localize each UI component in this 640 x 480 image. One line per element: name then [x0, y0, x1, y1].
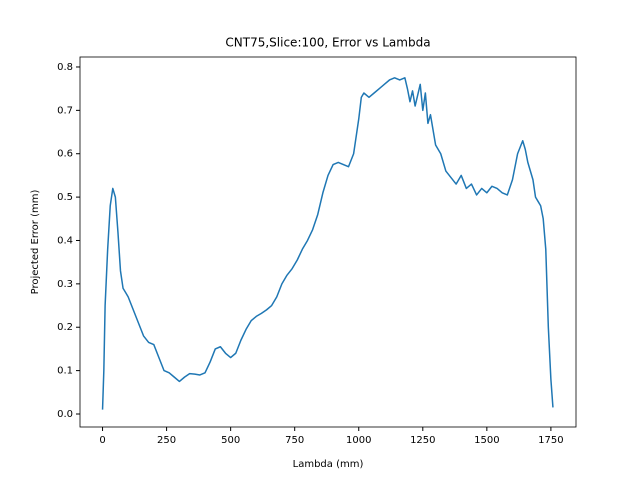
y-tick-label: 0.6 [57, 149, 73, 160]
x-tick-label: 1000 [346, 435, 371, 446]
y-tick-label: 0.7 [57, 105, 73, 116]
x-tick-label: 1250 [410, 435, 435, 446]
y-axis-label: Projected Error (mm) [30, 190, 41, 295]
y-tick-label: 0.2 [57, 322, 73, 333]
y-tick-label: 0.8 [57, 62, 73, 73]
data-line [101, 77, 554, 410]
y-tick-label: 0.0 [57, 409, 73, 420]
y-tick-label: 0.1 [57, 366, 73, 377]
x-tick-label: 0 [99, 435, 105, 446]
x-axis-label: Lambda (mm) [293, 459, 364, 470]
y-tick-label: 0.4 [57, 235, 73, 246]
y-tick-label: 0.3 [57, 279, 73, 290]
chart-title: CNT75,Slice:100, Error vs Lambda [225, 36, 430, 50]
plot-frame [79, 56, 577, 428]
x-tick-label: 750 [285, 435, 304, 446]
x-tick-label: 1750 [538, 435, 563, 446]
y-tick-label: 0.5 [57, 192, 73, 203]
x-tick-label: 250 [157, 435, 176, 446]
x-tick-label: 500 [221, 435, 240, 446]
x-tick-label: 1500 [474, 435, 499, 446]
